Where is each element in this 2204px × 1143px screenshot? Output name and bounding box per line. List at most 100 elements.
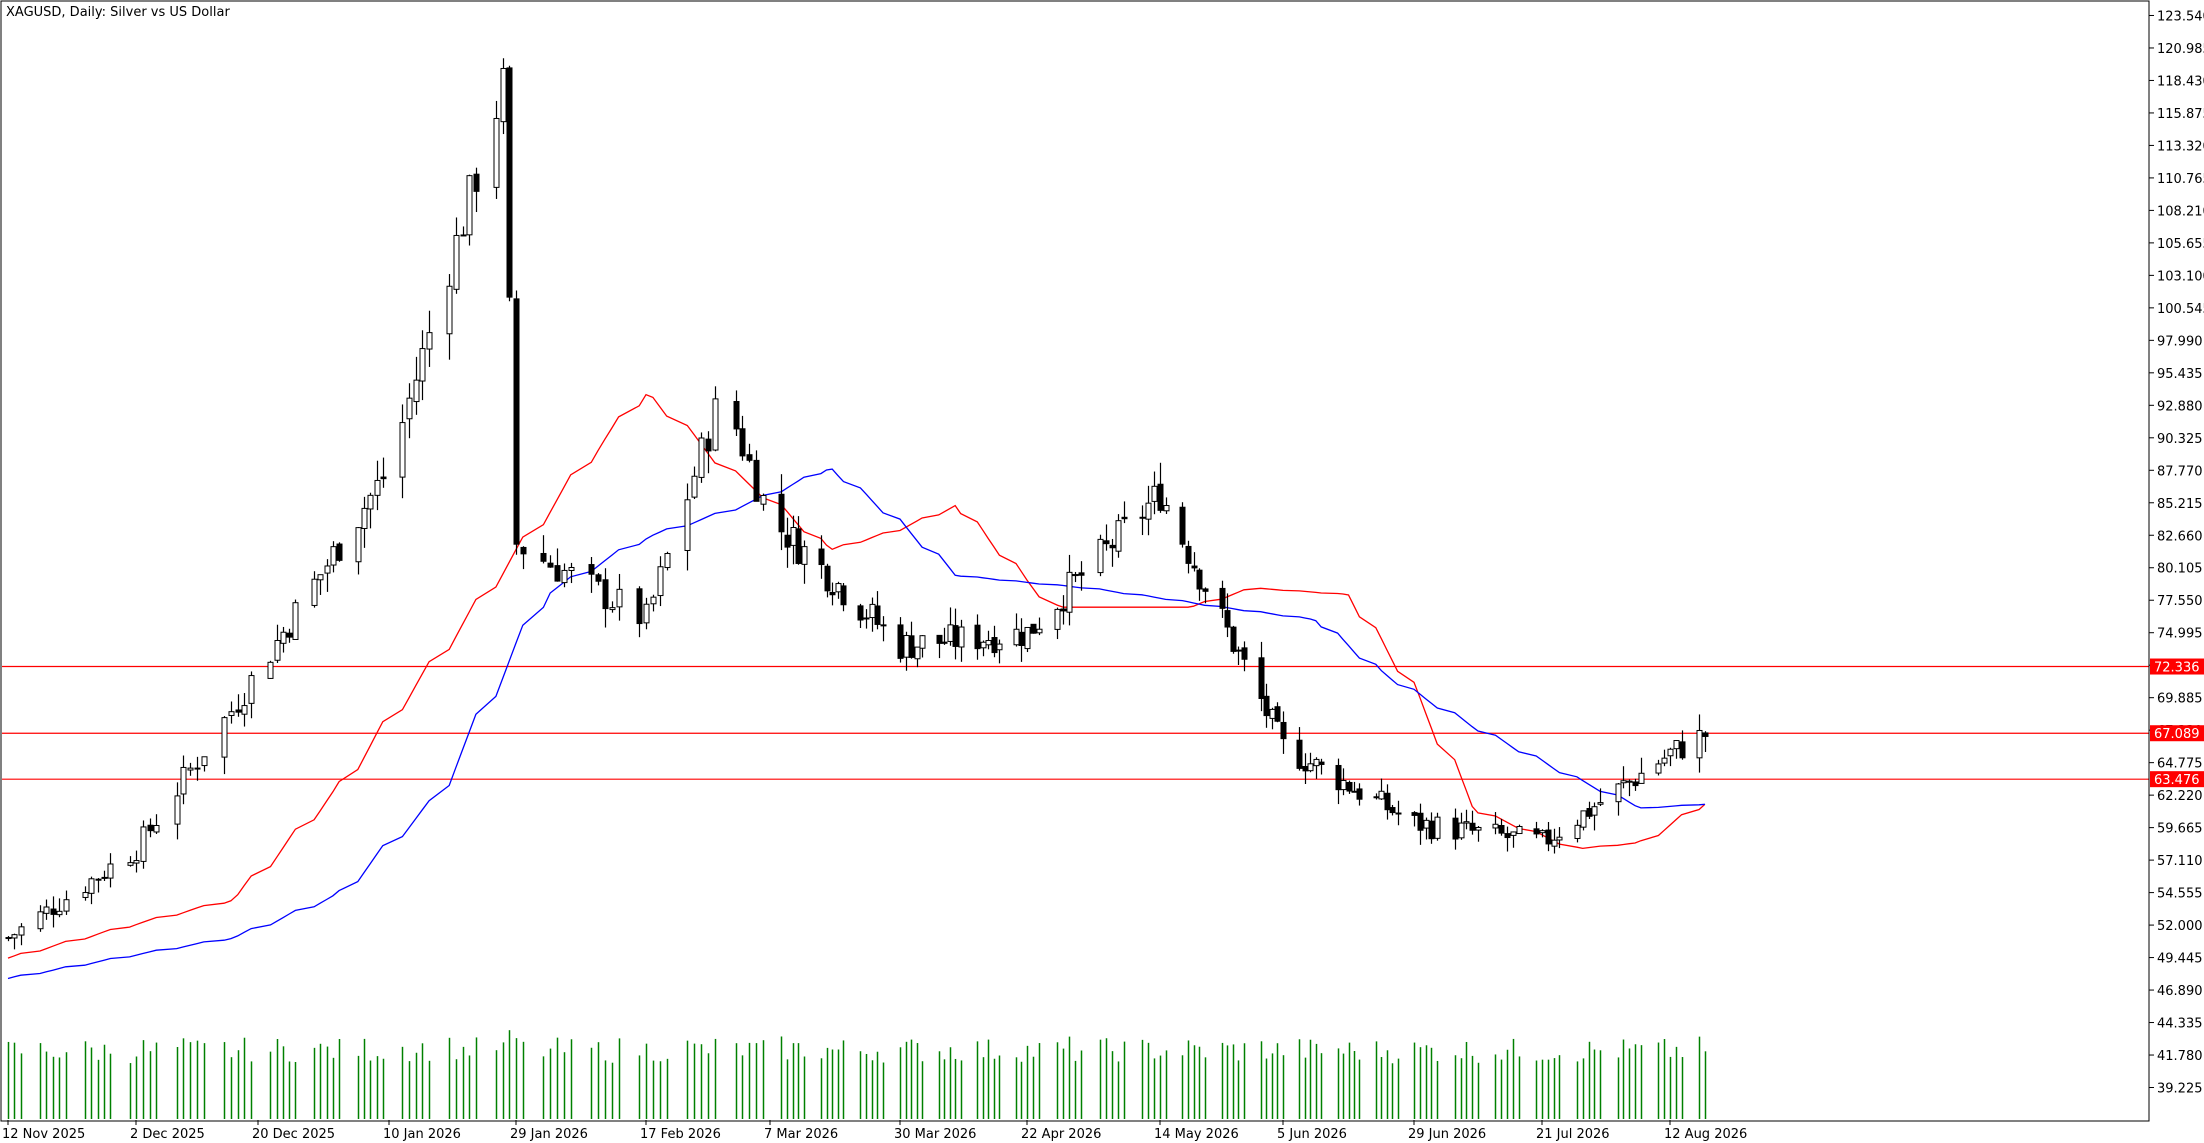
candle-body-73 (684, 499, 691, 551)
candle-body-135 (1191, 565, 1198, 569)
candle-body-85 (790, 527, 797, 546)
candle-body-87 (801, 546, 808, 565)
candle-body-170 (1463, 821, 1470, 824)
candle-body-89 (824, 565, 831, 592)
candle-body-152 (1318, 761, 1325, 765)
candle-body-64 (595, 574, 602, 582)
candle-body-59 (547, 562, 554, 568)
candle-body-55 (506, 67, 513, 298)
candle-body-125 (1109, 544, 1116, 549)
candle-body-34 (317, 574, 324, 581)
price-tick-label-17: 80.105 (2157, 562, 2203, 577)
candle-body-98 (897, 624, 904, 659)
candle-body-137 (1202, 588, 1209, 592)
date-label-1: 2 Dec 2025 (130, 1127, 205, 1142)
price-tick-label-9: 100.545 (2157, 302, 2204, 317)
candle-body-159 (1378, 790, 1385, 800)
horizontal-levels (2, 665, 2149, 780)
candle-body-11 (101, 876, 108, 879)
candle-body-141 (1235, 649, 1242, 652)
candle-body-96 (874, 605, 881, 625)
candle-body-179 (1539, 830, 1546, 834)
candle-body-17 (153, 824, 160, 833)
candle-body-114 (1018, 631, 1025, 646)
candle-body-186 (1591, 806, 1598, 816)
candle-body-88 (818, 548, 825, 566)
candle-body-86 (795, 528, 802, 564)
candle-body-147 (1280, 721, 1287, 740)
candle-body-185 (1586, 808, 1593, 817)
candle-body-110 (985, 640, 992, 646)
candle-body-163 (1411, 812, 1418, 816)
date-label-4: 29 Jan 2026 (510, 1127, 588, 1142)
candle-body-169 (1458, 822, 1465, 839)
candle-body-16 (147, 824, 154, 832)
plot-area (0, 0, 2150, 1122)
candle-body-41 (374, 479, 381, 496)
candle-body-44 (406, 397, 413, 420)
candle-body-31 (286, 632, 293, 638)
candle-body-167 (1434, 816, 1441, 839)
candle-body-97 (880, 624, 887, 627)
candle-body-28 (267, 661, 274, 679)
candle-body-80 (746, 454, 753, 461)
date-label-9: 14 May 2026 (1154, 1127, 1239, 1142)
candle-body-66 (609, 607, 616, 611)
date-label-11: 29 Jun 2026 (1408, 1127, 1486, 1142)
candle-body-108 (974, 624, 981, 650)
time-axis: 12 Nov 2025 2 Dec 2025 20 Dec 2025 10 Jan 2… (2, 1120, 1747, 1142)
candle-body-171 (1469, 822, 1476, 831)
candle-body-188 (1615, 783, 1622, 803)
candle-body-7 (63, 899, 70, 912)
candle-body-61 (561, 569, 568, 584)
candle-body-102 (919, 635, 926, 649)
price-tick-label-21: 69.885 (2157, 692, 2203, 707)
price-tick-label-14: 87.770 (2157, 464, 2203, 479)
level-label-0: 72.336 (2154, 661, 2200, 676)
candle-body-124 (1103, 540, 1110, 545)
candle-body-60 (554, 565, 561, 582)
candle-body-189 (1620, 780, 1627, 784)
candle-body-2 (18, 926, 25, 936)
candle-body-9 (88, 878, 95, 894)
price-tick-label-1: 120.985 (2157, 42, 2204, 57)
candle-body-3 (37, 911, 44, 930)
candle-body-190 (1626, 780, 1633, 783)
candle-body-111 (991, 637, 998, 654)
price-tick-label-0: 123.540 (2157, 9, 2204, 24)
date-label-6: 7 Mar 2026 (764, 1127, 838, 1142)
candle-body-105 (947, 624, 954, 642)
candle-body-117 (1036, 628, 1043, 634)
level-labels: 72.336 67.089 63.476 (2150, 658, 2204, 788)
candle-body-126 (1115, 520, 1122, 552)
price-tick-label-13: 90.325 (2157, 432, 2203, 447)
candle-body-136 (1196, 569, 1203, 590)
candle-body-158 (1373, 796, 1380, 799)
candle-body-100 (908, 635, 915, 658)
candle-body-26 (241, 705, 248, 715)
candle-body-192 (1638, 772, 1645, 784)
candle-body-39 (361, 507, 368, 529)
candle-body-79 (739, 428, 746, 457)
candle-body-121 (1072, 574, 1079, 577)
level-tag-0 (2150, 658, 2204, 675)
candle-body-24 (228, 711, 235, 716)
candle-body-196 (1673, 740, 1680, 750)
candle-body-149 (1302, 766, 1309, 772)
candle-body-56 (513, 298, 520, 545)
candle-body-5 (50, 908, 57, 915)
price-tick-label-10: 97.990 (2157, 334, 2203, 349)
candle-body-57 (520, 546, 527, 555)
price-tick-label-3: 115.875 (2157, 107, 2204, 122)
candle-body-175 (1504, 833, 1511, 839)
candle-body-71 (657, 566, 664, 597)
candle-body-65 (602, 579, 609, 610)
candle-body-83 (778, 493, 785, 533)
candle-body-107 (958, 626, 965, 648)
candle-body-138 (1219, 587, 1226, 609)
moving-average-1 (7, 468, 1705, 980)
candle-body-164 (1417, 812, 1424, 831)
candle-body-177 (1516, 825, 1523, 835)
candle-body-94 (863, 617, 870, 620)
